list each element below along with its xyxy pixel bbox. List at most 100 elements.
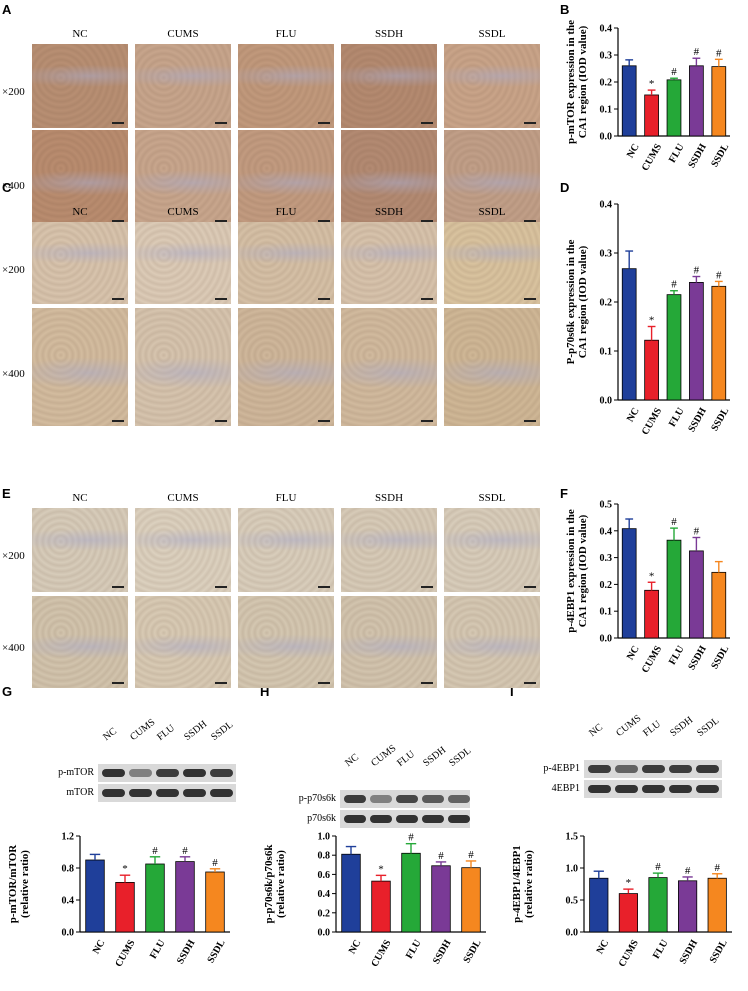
x-tick-label: CUMS (113, 938, 137, 969)
bar-ssdh (689, 282, 704, 401)
group-label-flu: FLU (275, 28, 297, 40)
magnification-label-high: ×400 (2, 180, 25, 192)
blot-label-p-4ebp1: p-4EBP1 (543, 763, 580, 774)
y-tick-label: 0.1 (600, 607, 613, 618)
magnification-label-high: ×400 (2, 368, 25, 380)
panel-label-d: D (560, 180, 570, 195)
bar-nc (85, 859, 105, 933)
lane-label-cums: CUMS (128, 716, 158, 743)
lane-label-flu: FLU (641, 718, 663, 739)
y-tick-label: 0.2 (600, 298, 613, 309)
micrograph-a-high-nc (32, 130, 128, 226)
bar-nc (621, 528, 637, 639)
micrograph-c-low-cums (135, 222, 231, 304)
bar-flu (401, 852, 421, 933)
scale-bar (215, 122, 227, 124)
bar-chart-g: 0.0 0.4 0.8 1.2 p-mTOR/mTOR (relative ratio) N… (7, 832, 230, 969)
bar-flu (648, 877, 668, 933)
y-axis-label: CA1 region (IOD value) (577, 514, 589, 627)
x-tick-label: SSDL (708, 938, 730, 965)
scale-bar (421, 298, 433, 300)
micrograph-a-low-flu (238, 44, 334, 128)
significance-marker: # (212, 857, 218, 869)
x-tick-label: SSDL (709, 644, 731, 671)
y-axis-label: p-4EBP1/4EBP1 (511, 845, 523, 923)
y-tick-label: 0.6 (318, 870, 331, 881)
y-tick-label: 0.0 (600, 132, 613, 143)
panel-label-a: A (2, 2, 12, 17)
x-tick-label: FLU (667, 644, 687, 667)
x-tick-label: SSDH (431, 938, 454, 966)
x-tick-label: NC (347, 938, 364, 956)
scale-bar (421, 220, 433, 222)
micrograph-e-high-ssdl (444, 596, 540, 688)
bar-chart-i: 0.0 0.5 1.0 1.5 p-4EBP1/4EBP1 (relative ratio… (511, 832, 732, 969)
y-tick-label: 0.8 (62, 864, 75, 875)
y-tick-label: 1.2 (62, 832, 75, 843)
micrograph-c-high-nc (32, 308, 128, 426)
blot-label-4ebp1: 4EBP1 (551, 783, 580, 794)
y-axis-label: P-p70s6k expression in the (565, 239, 577, 364)
scale-bar (215, 682, 227, 684)
y-axis-label: p-mTOR/mTOR (7, 844, 19, 923)
bar-chart-d: 0.0 0.1 0.2 0.3 0.4 P-p70s6k expression in th… (565, 200, 731, 438)
significance-marker: # (716, 269, 722, 281)
lane-label-cums: CUMS (614, 712, 644, 739)
significance-marker: * (122, 863, 128, 875)
blot-band (183, 769, 206, 777)
group-label-cums: CUMS (167, 206, 199, 218)
lane-label-nc: NC (587, 721, 605, 739)
blot-band (615, 765, 638, 773)
bar-ssdl (711, 285, 727, 401)
y-tick-label: 1.0 (566, 864, 579, 875)
micrograph-c-high-ssdl (444, 308, 540, 426)
group-label-ssdl: SSDL (478, 492, 506, 504)
bar-nc (621, 65, 637, 137)
blot-band (183, 789, 206, 797)
x-tick-label: CUMS (640, 644, 664, 675)
blot-label-p-mtor: p-mTOR (58, 767, 94, 778)
bar-ssdh (678, 880, 698, 933)
lane-label-cums: CUMS (369, 742, 399, 769)
bar-ssdl (711, 571, 727, 639)
y-tick-label: 0.2 (600, 580, 613, 591)
micrograph-e-high-ssdh (341, 596, 437, 688)
blot-band (156, 769, 179, 777)
bar-ssdh (689, 65, 704, 137)
y-axis-label: CA1 region (IOD value) (577, 245, 589, 358)
y-axis-label: CA1 region (IOD value) (577, 25, 589, 138)
y-tick-label: 0.2 (600, 78, 613, 89)
x-tick-label: SSDL (709, 406, 731, 433)
blot-band (696, 785, 719, 793)
group-label-ssdh: SSDH (374, 206, 404, 218)
y-axis-label: (relative ratio) (19, 850, 31, 918)
panel-label-f: F (560, 486, 568, 501)
micrograph-c-low-ssdh (341, 222, 437, 304)
significance-marker: # (671, 66, 677, 78)
lane-label-ssdh: SSDH (668, 714, 696, 739)
bar-chart-h: 0.0 0.2 0.4 0.6 0.8 1.0 p-p70s6k/p70s6k (relati… (263, 832, 486, 969)
lane-label-flu: FLU (155, 722, 177, 743)
blot-band (156, 789, 179, 797)
y-tick-label: 0.4 (600, 24, 613, 35)
group-label-cums: CUMS (167, 28, 199, 40)
micrograph-a-low-ssdh (341, 44, 437, 128)
bar-nc (589, 877, 609, 933)
y-tick-label: 1.5 (566, 832, 579, 843)
micrograph-c-high-cums (135, 308, 231, 426)
scale-bar (215, 420, 227, 422)
y-tick-label: 0.3 (600, 51, 613, 62)
bar-cums (371, 880, 391, 933)
significance-marker: * (626, 877, 632, 889)
blot-band (210, 769, 233, 777)
blot-band (669, 785, 692, 793)
scale-bar (215, 586, 227, 588)
significance-marker: # (694, 265, 700, 277)
micrograph-e-low-ssdl (444, 508, 540, 592)
y-tick-label: 0.0 (566, 928, 579, 939)
lane-label-ssdh: SSDH (421, 744, 449, 769)
x-tick-label: SSDL (709, 142, 731, 169)
magnification-label-low: ×200 (2, 264, 25, 276)
significance-marker: * (649, 78, 655, 90)
x-tick-label: SSDH (686, 644, 709, 672)
